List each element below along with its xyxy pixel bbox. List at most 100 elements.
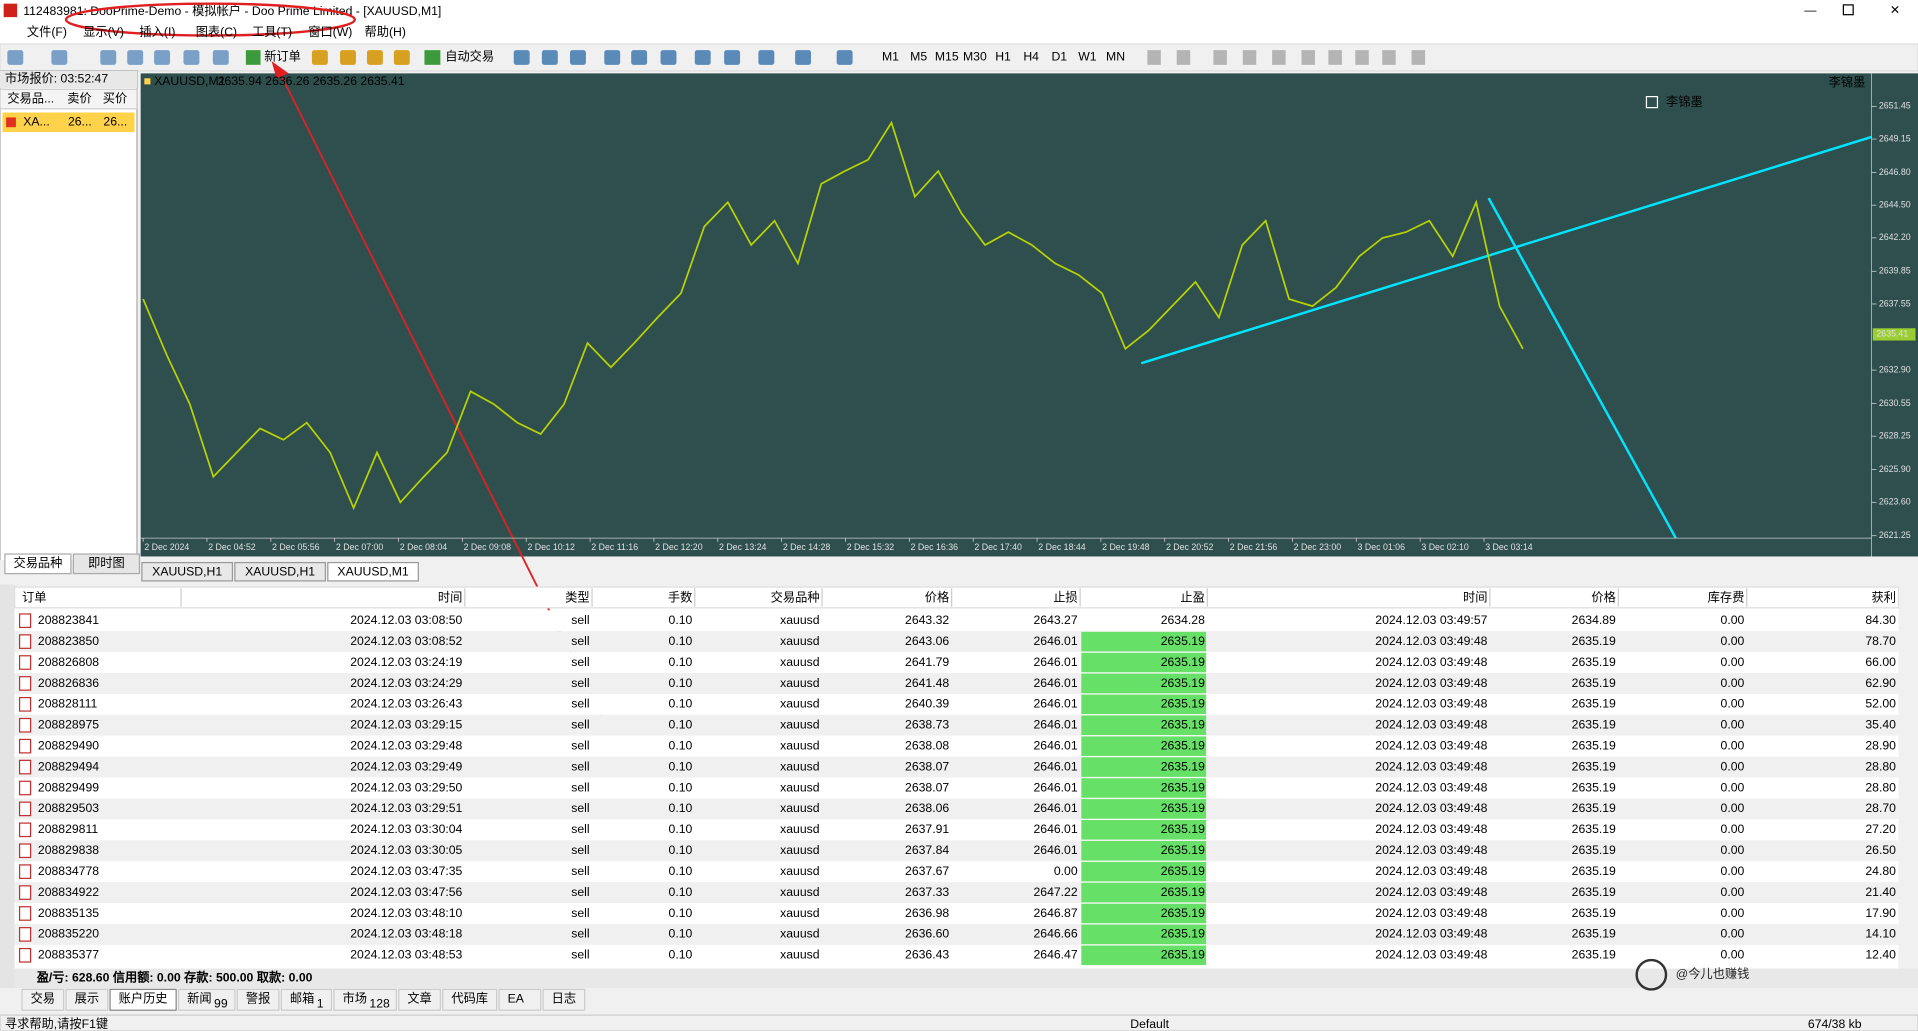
terminal-tab-label[interactable]: 新闻 bbox=[187, 990, 211, 1005]
tool-icon[interactable] bbox=[1242, 50, 1257, 65]
tool-icon[interactable] bbox=[340, 50, 356, 65]
table-row[interactable] bbox=[14, 944, 1899, 966]
tool-icon[interactable] bbox=[541, 50, 558, 65]
tool-icon[interactable] bbox=[604, 50, 621, 65]
table-row[interactable] bbox=[14, 735, 1899, 757]
column-header[interactable]: 止盈 bbox=[1180, 590, 1204, 604]
minimize[interactable]: — bbox=[1804, 3, 1817, 17]
table-row[interactable] bbox=[14, 652, 1899, 674]
table-row[interactable] bbox=[14, 861, 1899, 883]
column-header[interactable]: 止损 bbox=[1053, 590, 1077, 604]
table-row[interactable] bbox=[14, 673, 1899, 694]
terminal-tab-label[interactable]: 代码库 bbox=[451, 990, 488, 1005]
menu-item[interactable]: 窗口(W) bbox=[308, 25, 352, 39]
tool-icon[interactable] bbox=[1328, 50, 1342, 65]
column-header[interactable]: 手数 bbox=[668, 589, 692, 604]
auto-trading[interactable]: 自动交易 bbox=[445, 49, 494, 64]
menu-item[interactable]: 插入(I) bbox=[139, 25, 175, 39]
terminal-tab-label[interactable]: 邮箱 bbox=[290, 990, 314, 1005]
terminal-tab-label[interactable]: EA bbox=[508, 991, 525, 1005]
chart-tab-label[interactable]: XAUUSD,M1 bbox=[337, 565, 409, 579]
tool-icon[interactable] bbox=[1147, 50, 1161, 65]
tool-icon[interactable] bbox=[51, 50, 68, 65]
table-row[interactable] bbox=[14, 798, 1899, 820]
tool-icon[interactable] bbox=[245, 50, 261, 65]
menu-item[interactable]: 图表(C) bbox=[196, 25, 237, 39]
table-row[interactable] bbox=[14, 610, 1899, 632]
terminal-tab-label[interactable]: 市场 bbox=[343, 990, 367, 1005]
close[interactable]: ✕ bbox=[1890, 3, 1900, 17]
chart-tab-label[interactable]: XAUUSD,H1 bbox=[245, 565, 315, 579]
tool-icon[interactable] bbox=[127, 50, 144, 65]
mw-tab-label[interactable]: 交易品种 bbox=[13, 555, 62, 570]
table-row[interactable] bbox=[14, 923, 1899, 945]
timeframe[interactable]: D1 bbox=[1051, 50, 1067, 64]
timeframe[interactable]: M15 bbox=[935, 50, 959, 64]
column-header[interactable]: 库存费 bbox=[1708, 589, 1745, 604]
table-row[interactable] bbox=[14, 714, 1899, 736]
table-row[interactable] bbox=[14, 882, 1899, 904]
column-header[interactable]: 获利 bbox=[1872, 590, 1896, 604]
terminal-tab-label[interactable]: 日志 bbox=[552, 991, 576, 1005]
maximize[interactable] bbox=[1842, 4, 1854, 16]
tool-icon[interactable] bbox=[758, 50, 775, 65]
terminal-tab-label[interactable]: 文章 bbox=[407, 990, 431, 1005]
tool-icon[interactable] bbox=[1301, 50, 1315, 65]
terminal-tab-label[interactable]: 警报 bbox=[246, 990, 270, 1005]
chart-tab[interactable] bbox=[234, 561, 326, 582]
chart-tab-label[interactable]: XAUUSD,H1 bbox=[152, 565, 222, 579]
tool-icon[interactable] bbox=[795, 50, 811, 65]
terminal-tab-label[interactable]: 账户历史 bbox=[119, 990, 168, 1005]
tool-icon[interactable] bbox=[100, 50, 117, 65]
scrollbar[interactable] bbox=[1898, 587, 1918, 969]
terminal-tab[interactable] bbox=[177, 988, 236, 1011]
terminal-tab[interactable] bbox=[65, 988, 109, 1011]
chart-tab[interactable] bbox=[327, 561, 419, 582]
mw-tab-label[interactable]: 即时图 bbox=[88, 556, 125, 570]
tool-icon[interactable] bbox=[836, 50, 853, 65]
new-order[interactable]: 新订单 bbox=[264, 49, 301, 64]
terminal-tab[interactable] bbox=[109, 988, 177, 1011]
tool-icon[interactable] bbox=[1272, 50, 1286, 65]
tool-icon[interactable] bbox=[424, 50, 441, 65]
timeframe[interactable]: MN bbox=[1106, 50, 1125, 64]
table-row[interactable] bbox=[14, 819, 1899, 841]
column-header[interactable]: 订单 bbox=[22, 590, 46, 604]
timeframe[interactable]: W1 bbox=[1078, 50, 1097, 64]
terminal-tab[interactable] bbox=[498, 988, 542, 1011]
terminal-tab-label[interactable]: 展示 bbox=[75, 991, 99, 1005]
terminal-tab[interactable] bbox=[333, 988, 397, 1011]
tool-icon[interactable] bbox=[1411, 50, 1426, 65]
terminal-tab[interactable] bbox=[236, 988, 280, 1011]
tool-icon[interactable] bbox=[366, 50, 383, 65]
table-row[interactable] bbox=[14, 756, 1899, 778]
terminal-tab[interactable] bbox=[542, 988, 586, 1011]
tool-icon[interactable] bbox=[1213, 50, 1227, 65]
column-header[interactable]: 交易品种 bbox=[771, 589, 820, 604]
menu-item[interactable]: 帮助(H) bbox=[365, 25, 406, 39]
timeframe[interactable]: M5 bbox=[910, 50, 927, 64]
column-header[interactable]: 时间 bbox=[438, 590, 462, 604]
table-row[interactable] bbox=[14, 840, 1899, 862]
tool-icon[interactable] bbox=[393, 50, 410, 65]
terminal-tab-label[interactable]: 交易 bbox=[31, 990, 55, 1005]
table-row[interactable] bbox=[14, 903, 1899, 924]
tool-icon[interactable] bbox=[7, 50, 24, 65]
column-header[interactable]: 类型 bbox=[565, 590, 589, 604]
tool-icon[interactable] bbox=[1176, 50, 1191, 65]
terminal-tab[interactable] bbox=[280, 988, 333, 1011]
tool-icon[interactable] bbox=[183, 50, 200, 65]
column-header[interactable]: 价格 bbox=[1591, 589, 1615, 604]
timeframe[interactable]: M30 bbox=[963, 50, 987, 64]
tool-icon[interactable] bbox=[694, 50, 711, 65]
tool-icon[interactable] bbox=[724, 50, 741, 65]
timeframe[interactable]: H4 bbox=[1023, 50, 1039, 64]
terminal-tab[interactable] bbox=[398, 988, 441, 1011]
menu-item[interactable]: 文件(F) bbox=[27, 24, 67, 39]
timeframe[interactable]: H1 bbox=[995, 50, 1011, 64]
menu-item[interactable]: 显示(V) bbox=[83, 25, 124, 39]
tool-icon[interactable] bbox=[631, 50, 648, 65]
table-row[interactable] bbox=[14, 777, 1899, 799]
tool-icon[interactable] bbox=[1355, 50, 1369, 65]
mw-tab[interactable] bbox=[4, 553, 72, 575]
